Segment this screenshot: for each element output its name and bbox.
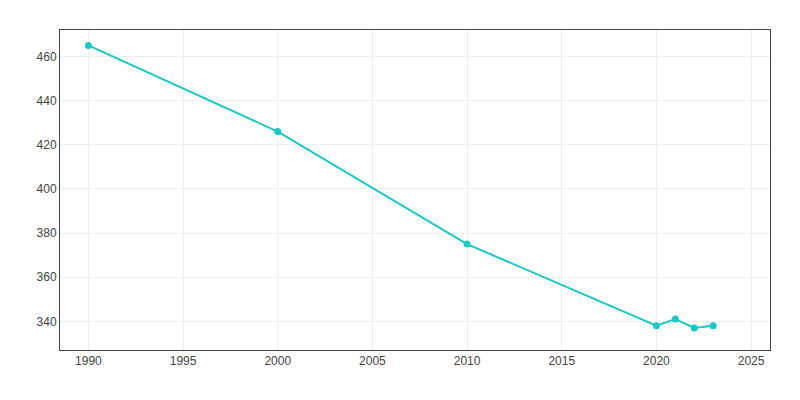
svg-text:400: 400 [37,182,57,196]
svg-text:340: 340 [37,315,57,329]
svg-text:380: 380 [37,226,57,240]
svg-text:2000: 2000 [264,354,291,368]
svg-text:2025: 2025 [738,354,765,368]
svg-text:460: 460 [37,50,57,64]
svg-text:360: 360 [37,270,57,284]
svg-text:420: 420 [37,138,57,152]
svg-text:2020: 2020 [643,354,670,368]
svg-text:440: 440 [37,94,57,108]
svg-text:1995: 1995 [170,354,197,368]
svg-text:2005: 2005 [359,354,386,368]
svg-text:2015: 2015 [548,354,575,368]
svg-text:2010: 2010 [454,354,481,368]
svg-text:1990: 1990 [75,354,102,368]
